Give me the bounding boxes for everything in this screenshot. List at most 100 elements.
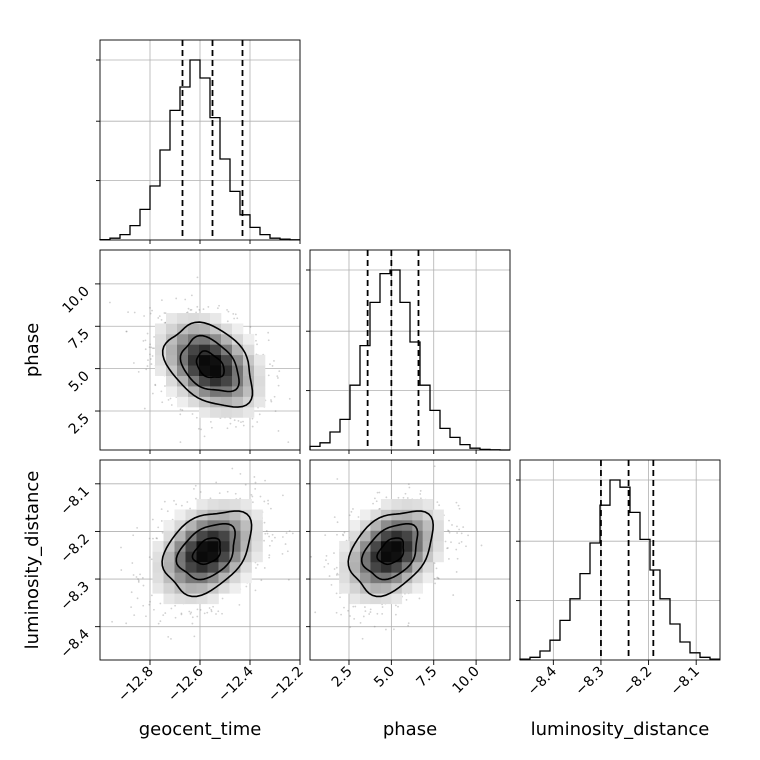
hist-bar: [210, 118, 220, 240]
scatter-point: [278, 370, 281, 373]
panel-geocent_time-histogram: [96, 39, 301, 241]
hist-bar: [690, 653, 700, 660]
scatter-point: [212, 605, 214, 608]
scatter-point: [180, 613, 183, 616]
scatter-point: [142, 584, 145, 587]
hist-bar: [660, 599, 670, 660]
scatter-point: [152, 537, 154, 540]
density-cell: [422, 561, 434, 573]
scatter-point: [364, 606, 366, 608]
density-cell: [240, 520, 252, 531]
scatter-point: [187, 307, 190, 310]
density-cell: [370, 509, 382, 521]
scatter-point: [148, 537, 151, 540]
density-cell: [221, 396, 233, 408]
scatter-point: [267, 374, 270, 377]
density-cell: [155, 365, 167, 376]
density-cell: [163, 593, 175, 605]
panel-frame: [309, 459, 511, 661]
scatter-point: [402, 496, 405, 499]
scatter-point: [170, 637, 172, 640]
scatter-point: [379, 507, 381, 510]
scatter-point: [203, 612, 206, 615]
density-cell: [196, 520, 208, 531]
scatter-point: [137, 579, 140, 582]
density-cell: [433, 551, 444, 563]
scatter-point: [163, 312, 166, 314]
density-cell: [163, 520, 175, 531]
hist-outline: [99, 59, 300, 241]
y-tick-label: −8.3: [57, 579, 92, 614]
scatter-point: [407, 622, 410, 625]
scatter-point: [420, 497, 422, 500]
density-cell: [370, 561, 382, 573]
density-cell: [199, 396, 211, 408]
scatter-point: [149, 353, 151, 356]
scatter-point: [125, 330, 128, 333]
density-cell: [185, 593, 197, 605]
scatter-point: [196, 305, 199, 308]
scatter-point: [186, 501, 189, 503]
scatter-point: [342, 533, 344, 536]
scatter-point: [255, 333, 257, 336]
density-cell: [360, 551, 371, 563]
density-cell: [218, 540, 230, 552]
density-cell: [391, 551, 403, 563]
scatter-point: [255, 339, 257, 342]
scatter-point: [132, 574, 135, 576]
scatter-point: [210, 610, 213, 613]
hist-bar: [400, 302, 410, 450]
density-cell: [196, 593, 208, 605]
scatter-point: [438, 504, 441, 507]
scatter-point: [199, 608, 202, 611]
density-cell: [218, 509, 230, 521]
density-cell: [185, 509, 197, 521]
density-cell: [240, 499, 252, 510]
density-cell: [177, 313, 189, 324]
scatter-point: [458, 507, 461, 510]
density-cell: [254, 396, 266, 408]
scatter-point: [175, 503, 178, 506]
scatter-point: [239, 497, 242, 500]
scatter-point: [274, 410, 277, 413]
panel-luminosity_distance-vs-geocent_time: [99, 459, 301, 661]
scatter-point: [256, 421, 259, 423]
scatter-point: [245, 585, 248, 588]
scatter-point: [455, 501, 458, 504]
hist-bar: [120, 235, 130, 240]
scatter-point: [150, 363, 153, 365]
scatter-point: [254, 481, 257, 484]
scatter-point: [263, 500, 266, 503]
density-cell: [210, 323, 222, 335]
density-cell: [433, 530, 444, 542]
scatter-point: [221, 597, 224, 600]
scatter-point: [142, 604, 145, 607]
y-tick-label: −8.2: [57, 531, 92, 566]
scatter-point: [189, 507, 191, 510]
scatter-point: [145, 615, 147, 618]
scatter-point: [335, 566, 338, 569]
density-cell: [174, 540, 186, 552]
density-cell: [254, 365, 266, 376]
density-cell: [188, 354, 200, 366]
density-cell: [174, 572, 186, 584]
density-cell: [251, 520, 263, 531]
scatter-point: [133, 614, 136, 617]
x-tick-label: −12.4: [215, 663, 257, 705]
density-cell: [199, 386, 211, 397]
density-cell: [391, 572, 403, 584]
scatter-point: [436, 501, 439, 504]
density-cell: [240, 509, 252, 521]
scatter-point: [180, 612, 183, 615]
scatter-point: [343, 531, 346, 534]
scatter-point: [159, 602, 162, 605]
scatter-point: [330, 583, 333, 586]
density-cell: [221, 354, 233, 366]
density-cell: [422, 530, 434, 542]
hist-bar: [200, 78, 210, 240]
x-tick-label: −8.2: [620, 664, 655, 699]
scatter-point: [234, 492, 237, 495]
density-cell: [370, 582, 382, 594]
density-cell: [188, 386, 200, 397]
hist-bar: [610, 480, 620, 660]
